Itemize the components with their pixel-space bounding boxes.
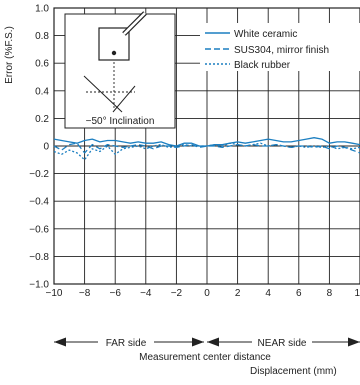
y-tick-label: 0.2 xyxy=(35,114,49,125)
near-right-arrowhead-icon xyxy=(348,337,360,347)
y-tick-label: 0.8 xyxy=(35,31,49,42)
sensor-cable-inner-icon xyxy=(123,12,146,35)
x-axis-label: Measurement center distance xyxy=(139,352,271,363)
x-tick-label: −8 xyxy=(79,288,91,299)
sensor-lens-icon xyxy=(111,50,117,56)
far-left-arrowhead-icon xyxy=(54,337,66,347)
y-tick-label: −1.0 xyxy=(29,280,49,291)
x-tick-label: 6 xyxy=(296,288,302,299)
x-unit-label: Displacement (mm) xyxy=(250,366,337,377)
y-tick-label: 0.6 xyxy=(35,59,49,70)
inclined-target-icon xyxy=(112,85,136,113)
y-axis-label: Error (%F.S.) xyxy=(4,26,15,84)
far-side-label: FAR side xyxy=(106,338,147,349)
y-tick-label: 0 xyxy=(43,142,49,153)
far-near-indicator: FAR side NEAR side xyxy=(54,335,360,349)
legend-label-white-ceramic: White ceramic xyxy=(234,29,297,40)
series-line-2 xyxy=(53,142,360,161)
y-tick-label: −0.4 xyxy=(29,197,49,208)
legend-frame xyxy=(200,23,360,71)
x-tick-label: −6 xyxy=(109,288,121,299)
y-tick-label: 1.0 xyxy=(35,4,49,15)
inset-label: −50° Inclination xyxy=(86,116,155,127)
near-left-arrowhead-icon xyxy=(207,337,219,347)
x-tick-label: −10 xyxy=(46,288,63,299)
near-side-label-bg xyxy=(252,335,312,349)
x-tick-label: 2 xyxy=(235,288,241,299)
x-tick-label: −2 xyxy=(171,288,183,299)
x-tick-label: 8 xyxy=(327,288,333,299)
legend-label-sus304: SUS304, mirror finish xyxy=(234,45,329,56)
x-tick-label: 4 xyxy=(265,288,271,299)
y-tick-label: −0.6 xyxy=(29,224,49,235)
x-tick-label: 10 xyxy=(354,288,360,299)
x-tick-label: −4 xyxy=(140,288,152,299)
inclination-inset: −50° Inclination xyxy=(64,11,176,129)
x-tick-label: 0 xyxy=(204,288,210,299)
y-tick-label: −0.8 xyxy=(29,252,49,263)
far-right-arrowhead-icon xyxy=(192,337,204,347)
y-tick-label: 0.4 xyxy=(35,86,49,97)
inset-frame xyxy=(64,13,176,129)
series-layer xyxy=(53,137,360,161)
legend: White ceramic SUS304, mirror finish Blac… xyxy=(200,23,360,71)
legend-label-black-rubber: Black rubber xyxy=(234,60,291,71)
near-side-label: NEAR side xyxy=(258,338,307,349)
inclined-target-icon xyxy=(83,75,123,113)
y-tick-label: −0.2 xyxy=(29,169,49,180)
far-side-label-bg xyxy=(98,335,154,349)
